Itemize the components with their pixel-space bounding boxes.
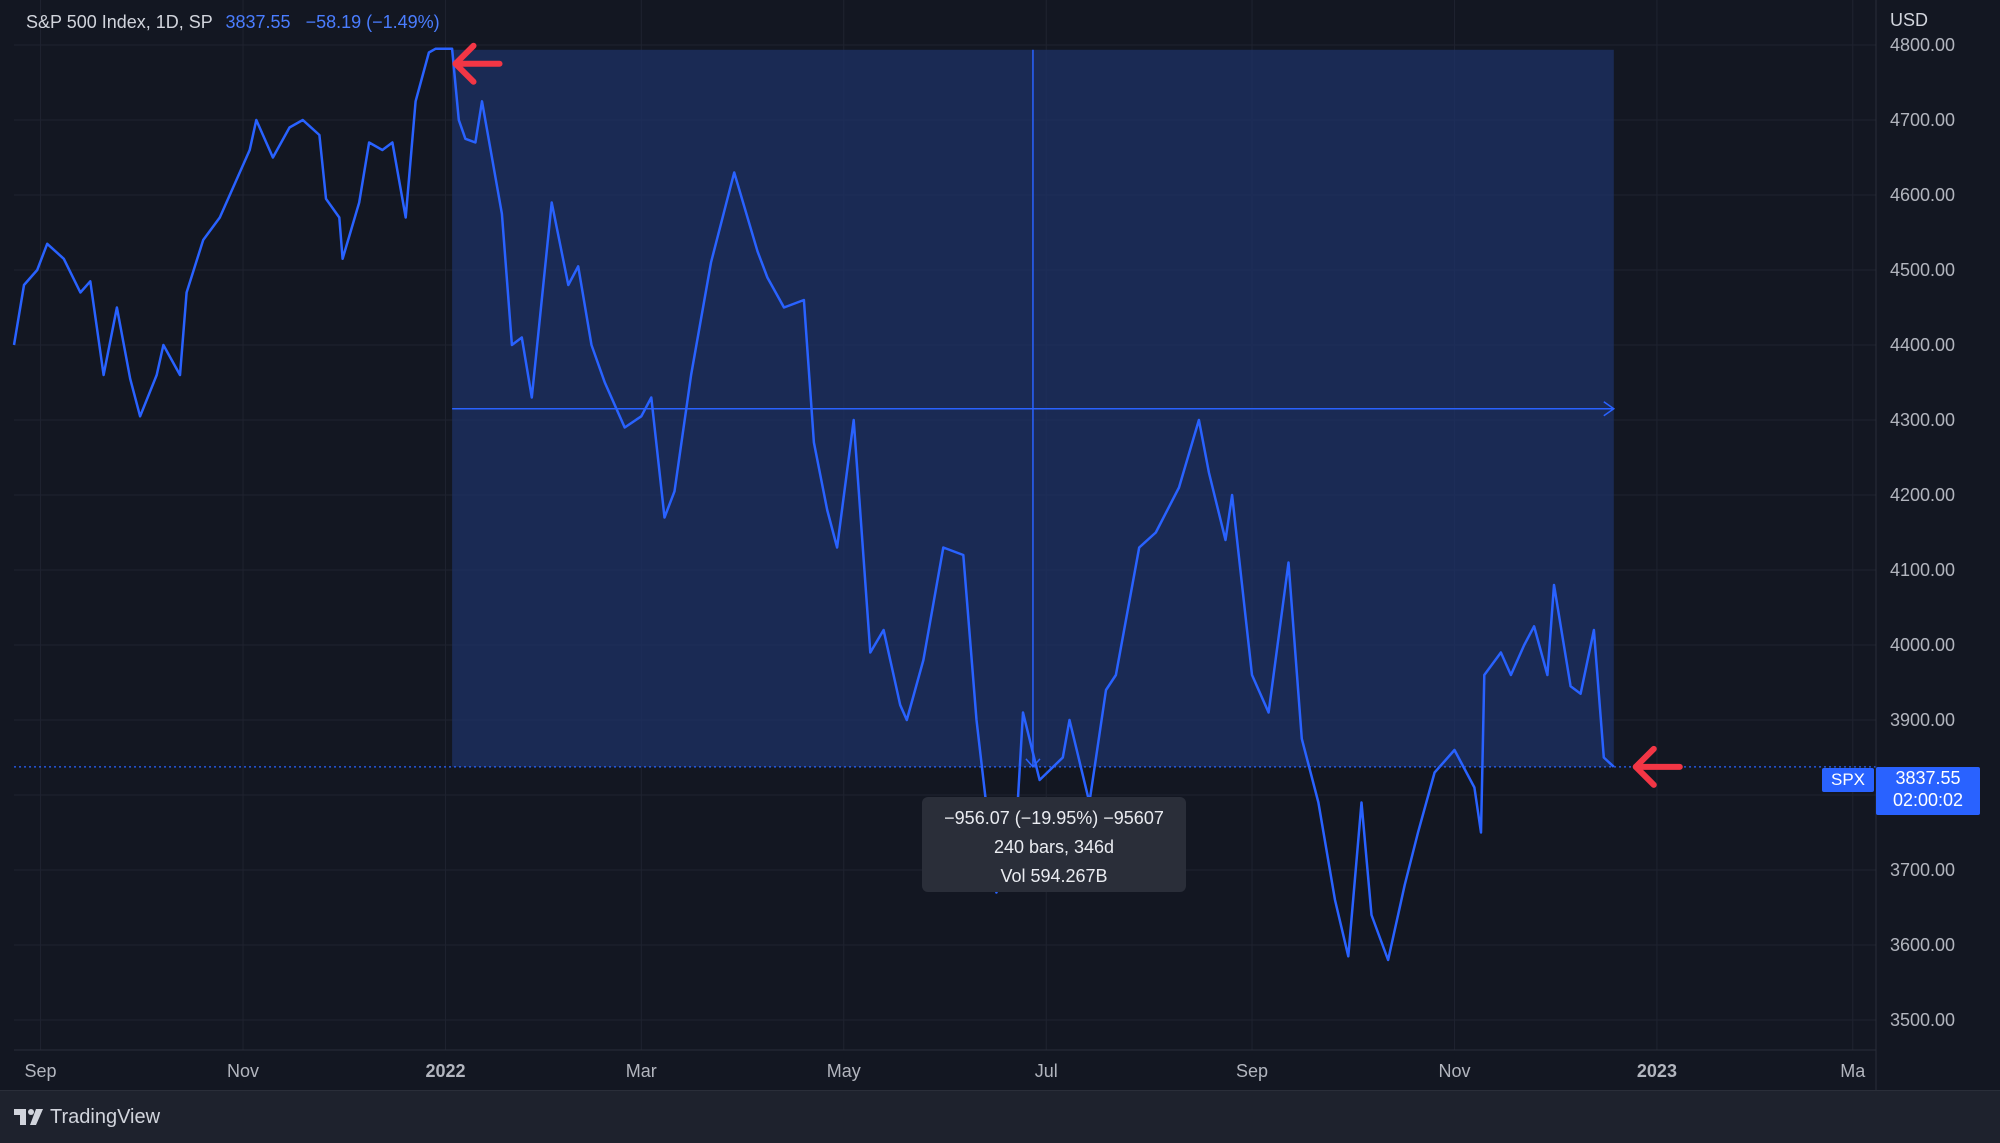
price-axis-label: 4000.00	[1890, 635, 1955, 655]
time-axis-label: Mar	[626, 1061, 657, 1081]
price-axis-label: 4200.00	[1890, 485, 1955, 505]
time-axis-label: 2023	[1637, 1061, 1677, 1081]
symbol-legend: S&P 500 Index, 1D, SP 3837.55 −58.19 (−1…	[26, 12, 440, 33]
price-tag: 3837.55 02:00:02	[1876, 767, 1980, 815]
price-chart[interactable]: 4800.00 4700.00 4600.00 4500.00 4400.00 4300.…	[0, 0, 2000, 1090]
change-value: −58.19 (−1.49%)	[305, 12, 440, 32]
time-axis-label: Nov	[227, 1061, 259, 1081]
tradingview-logo-icon	[14, 1109, 43, 1125]
last-price-arrow-icon-head	[1632, 745, 1657, 788]
footer-bar: TradingView	[0, 1090, 2000, 1143]
brand[interactable]: TradingView	[14, 1106, 160, 1129]
time-axis-label: May	[827, 1061, 861, 1081]
price-axis-label: 3900.00	[1890, 710, 1955, 730]
time-axis-label: Sep	[25, 1061, 57, 1081]
price-axis-label: 4500.00	[1890, 260, 1955, 280]
price-axis-label: 4400.00	[1890, 335, 1955, 355]
price-tag-value: 3837.55	[1895, 768, 1961, 788]
measure-volume: Vol 594.267B	[1000, 866, 1108, 886]
price-axis-label: 4600.00	[1890, 185, 1955, 205]
time-axis-label: Nov	[1438, 1061, 1470, 1081]
price-tag-countdown: 02:00:02	[1892, 790, 1964, 810]
price-axis-label: 4100.00	[1890, 560, 1955, 580]
measure-change: −956.07 (−19.95%) −95607	[944, 808, 1164, 828]
time-axis-label: 2022	[425, 1061, 465, 1081]
measure-tooltip: −956.07 (−19.95%) −95607 240 bars, 346d …	[922, 797, 1186, 892]
price-axis-label: 4300.00	[1890, 410, 1955, 430]
price-axis-label: 3700.00	[1890, 860, 1955, 880]
symbol-title: S&P 500 Index, 1D, SP	[26, 12, 213, 32]
chart-area[interactable]: 4800.00 4700.00 4600.00 4500.00 4400.00 4300.…	[0, 0, 2000, 1090]
price-axis-label: 3500.00	[1890, 1010, 1955, 1030]
measure-arrow-right	[1603, 401, 1616, 417]
measure-arrow-down	[1025, 758, 1041, 768]
symbol-tag: SPX	[1822, 768, 1874, 792]
price-axis-label: 3600.00	[1890, 935, 1955, 955]
brand-name: TradingView	[50, 1105, 161, 1128]
time-axis-label: Sep	[1236, 1061, 1268, 1081]
measure-bars: 240 bars, 346d	[993, 837, 1115, 857]
peak-arrow-icon-head	[452, 42, 477, 85]
series-line-spx	[12, 47, 1615, 962]
price-axis-label: 4800.00	[1890, 35, 1955, 55]
currency-label[interactable]: USD	[1890, 10, 1929, 30]
time-axis-label: Ma	[1840, 1061, 1866, 1081]
last-value: 3837.55	[225, 12, 291, 32]
time-axis-label: Jul	[1035, 1061, 1058, 1081]
price-axis-label: 4700.00	[1890, 110, 1955, 130]
